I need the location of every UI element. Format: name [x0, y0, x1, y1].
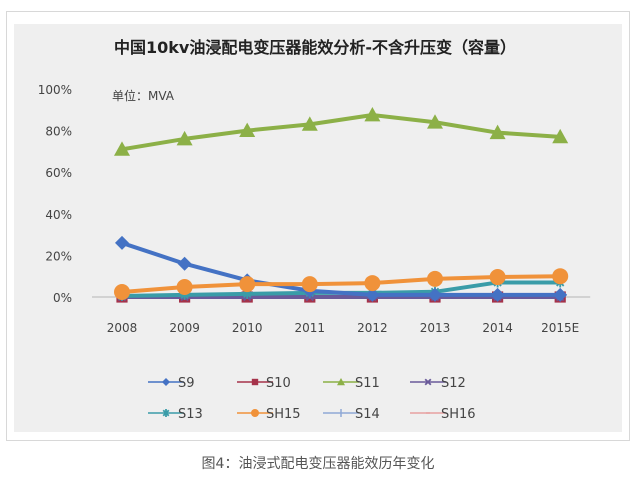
- x-tick-label: 2015E: [541, 321, 579, 335]
- data-point-sh15: [489, 269, 506, 286]
- x-tick-label: 2009: [169, 321, 200, 335]
- data-point-s11: [489, 124, 506, 140]
- legend-marker-s13: [162, 409, 170, 417]
- legend-marker-s12: [424, 378, 432, 386]
- x-tick-label: 2012: [357, 321, 388, 335]
- chart-title: 中国10kv油浸配电变压器能效分析-不含升压变（容量）: [114, 38, 516, 57]
- legend-marker-s11: [337, 378, 345, 386]
- series-line-s9: [121, 241, 561, 297]
- data-point-s9: [428, 287, 442, 302]
- legend-label-s9: S9: [178, 376, 195, 391]
- series-line-s11: [121, 113, 561, 152]
- legend-marker-s10: [251, 378, 259, 386]
- x-tick-label: 2008: [107, 321, 138, 335]
- data-point-sh15: [176, 279, 193, 296]
- legend-label-s10: S10: [266, 376, 291, 391]
- chart-area: 中国10kv油浸配电变压器能效分析-不含升压变（容量） 单位：MVA 0% 20%…: [14, 24, 622, 432]
- legend-label-s11: S11: [355, 376, 380, 391]
- x-tick-label: 2011: [295, 321, 326, 335]
- x-tick-label: 2014: [482, 321, 513, 335]
- data-point-s9: [115, 235, 129, 250]
- line-chart: 中国10kv油浸配电变压器能效分析-不含升压变（容量） 单位：MVA 0% 20%…: [38, 38, 591, 422]
- data-point-sh15: [552, 268, 569, 285]
- legend-label-sh16: SH16: [441, 407, 476, 422]
- data-point-sh15: [239, 276, 256, 293]
- legend-label-sh15: SH15: [266, 407, 301, 422]
- data-point-s11: [552, 128, 569, 144]
- data-point-s11: [301, 116, 318, 131]
- data-point-s11: [239, 122, 256, 137]
- y-tick-label: 60%: [45, 166, 72, 180]
- data-point-s11: [176, 130, 193, 146]
- data-point-s11: [364, 107, 381, 122]
- data-point-s11: [114, 141, 130, 156]
- legend-marker-sh15: [251, 409, 259, 417]
- legend-marker-s9: [162, 378, 170, 386]
- x-tick-label: 2013: [420, 321, 451, 335]
- legend-label-s12: S12: [441, 376, 466, 391]
- data-point-s9: [365, 287, 380, 302]
- data-point-s9: [553, 287, 568, 302]
- x-tick-label: 2010: [232, 321, 263, 335]
- legend-label-s14: S14: [355, 407, 380, 422]
- legend-label-s13: S13: [178, 407, 203, 422]
- data-point-sh15: [427, 270, 443, 287]
- data-point-s9: [490, 287, 505, 302]
- y-tick-label: 100%: [38, 83, 72, 97]
- unit-label: 单位：MVA: [112, 88, 175, 103]
- y-tick-label: 40%: [45, 208, 72, 222]
- data-point-sh15: [364, 275, 381, 292]
- data-point-sh15: [114, 284, 130, 301]
- figure-caption: 图4：油浸式配电变压器能效历年变化: [201, 456, 435, 472]
- y-tick-label: 20%: [45, 249, 72, 263]
- data-point-s11: [427, 114, 443, 129]
- series-line-sh15: [121, 274, 561, 295]
- y-tick-label: 0%: [53, 291, 72, 305]
- data-point-sh15: [301, 276, 318, 293]
- data-point-s9: [177, 256, 192, 271]
- y-tick-label: 80%: [45, 125, 72, 139]
